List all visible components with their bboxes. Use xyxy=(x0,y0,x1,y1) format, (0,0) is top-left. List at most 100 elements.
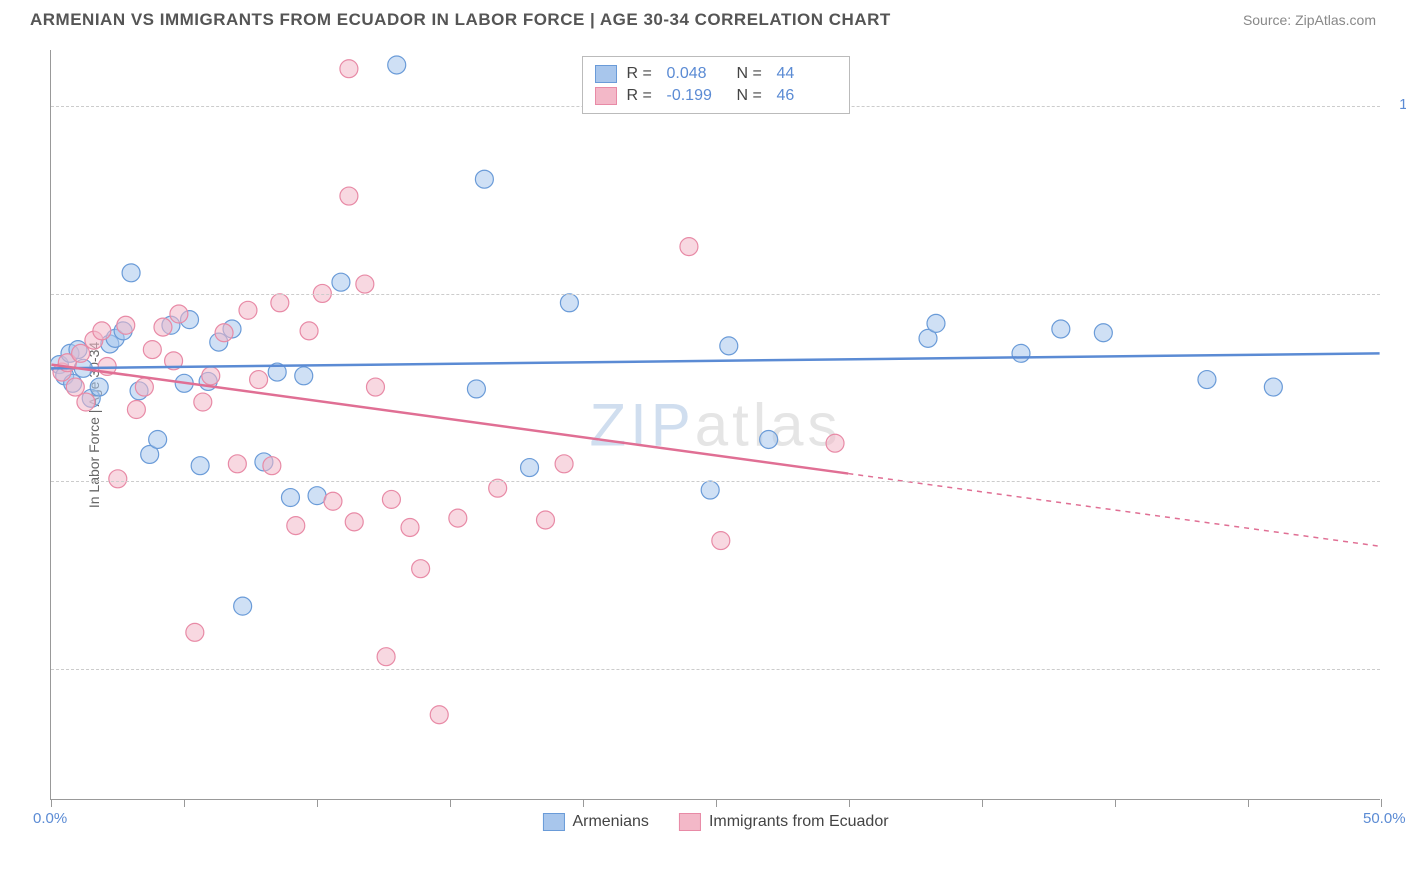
x-tick-mark xyxy=(51,799,52,807)
data-point xyxy=(295,367,313,385)
x-tick-mark xyxy=(982,799,983,807)
data-point xyxy=(149,430,167,448)
legend-swatch-0 xyxy=(595,65,617,83)
data-point xyxy=(250,371,268,389)
data-point xyxy=(287,517,305,535)
legend-n-label: N = xyxy=(737,65,767,83)
data-point xyxy=(475,170,493,188)
trend-line xyxy=(51,365,848,474)
data-point xyxy=(356,275,374,293)
data-point xyxy=(72,344,90,362)
x-tick-mark xyxy=(1115,799,1116,807)
y-tick-label: 100.0% xyxy=(1399,96,1406,113)
data-point xyxy=(263,457,281,475)
data-point xyxy=(109,470,127,488)
data-point xyxy=(77,393,95,411)
x-tick-mark xyxy=(849,799,850,807)
data-point xyxy=(332,273,350,291)
data-point xyxy=(117,316,135,334)
x-tick-mark xyxy=(583,799,584,807)
data-point xyxy=(135,378,153,396)
trend-line-extrapolated xyxy=(848,474,1379,547)
data-point xyxy=(560,294,578,312)
data-point xyxy=(324,492,342,510)
x-tick-mark xyxy=(317,799,318,807)
data-point xyxy=(1094,324,1112,342)
legend-r-label: R = xyxy=(627,65,657,83)
data-point xyxy=(215,324,233,342)
data-point xyxy=(720,337,738,355)
data-point xyxy=(194,393,212,411)
legend-series-name-1: Immigrants from Ecuador xyxy=(709,813,889,830)
data-point xyxy=(340,60,358,78)
data-point xyxy=(412,560,430,578)
data-point xyxy=(202,367,220,385)
data-point xyxy=(345,513,363,531)
data-point xyxy=(191,457,209,475)
legend-swatch-icon xyxy=(679,813,701,831)
data-point xyxy=(760,430,778,448)
gridline-h xyxy=(51,294,1380,295)
data-point xyxy=(366,378,384,396)
legend-row-series-0: R = 0.048 N = 44 xyxy=(595,63,837,85)
chart-plot-area: In Labor Force | Age 30-34 ZIPatlas R = … xyxy=(50,50,1380,800)
legend-r-label: R = xyxy=(627,87,657,105)
legend-item-1: Immigrants from Ecuador xyxy=(679,813,889,831)
data-point xyxy=(1198,371,1216,389)
x-tick-mark xyxy=(1381,799,1382,807)
data-point xyxy=(271,294,289,312)
source-label: Source: ZipAtlas.com xyxy=(1243,12,1376,28)
data-point xyxy=(521,459,539,477)
data-point xyxy=(680,238,698,256)
data-point xyxy=(1012,344,1030,362)
data-point xyxy=(127,401,145,419)
data-point xyxy=(536,511,554,529)
data-point xyxy=(170,305,188,323)
chart-title: ARMENIAN VS IMMIGRANTS FROM ECUADOR IN L… xyxy=(30,10,891,30)
legend-r-value-1: -0.199 xyxy=(667,87,727,105)
legend-swatch-1 xyxy=(595,87,617,105)
scatter-svg xyxy=(51,50,1380,799)
data-point xyxy=(281,489,299,507)
data-point xyxy=(927,314,945,332)
data-point xyxy=(449,509,467,527)
data-point xyxy=(382,490,400,508)
data-point xyxy=(712,532,730,550)
x-tick-mark xyxy=(450,799,451,807)
data-point xyxy=(467,380,485,398)
series-legend: Armenians Immigrants from Ecuador xyxy=(542,813,888,831)
legend-r-value-0: 0.048 xyxy=(667,65,727,83)
data-point xyxy=(90,378,108,396)
data-point xyxy=(66,378,84,396)
data-point xyxy=(154,318,172,336)
data-point xyxy=(122,264,140,282)
x-tick-label: 50.0% xyxy=(1363,810,1406,827)
legend-item-0: Armenians xyxy=(542,813,648,831)
correlation-legend: R = 0.048 N = 44 R = -0.199 N = 46 xyxy=(582,56,850,114)
data-point xyxy=(228,455,246,473)
data-point xyxy=(93,322,111,340)
data-point xyxy=(143,341,161,359)
legend-n-label: N = xyxy=(737,87,767,105)
x-tick-mark xyxy=(1248,799,1249,807)
x-tick-mark xyxy=(184,799,185,807)
gridline-h xyxy=(51,481,1380,482)
data-point xyxy=(377,648,395,666)
data-point xyxy=(239,301,257,319)
data-point xyxy=(701,481,719,499)
data-point xyxy=(234,597,252,615)
data-point xyxy=(388,56,406,74)
data-point xyxy=(430,706,448,724)
data-point xyxy=(401,518,419,536)
x-tick-mark xyxy=(716,799,717,807)
data-point xyxy=(555,455,573,473)
trend-line xyxy=(51,353,1379,368)
x-tick-label: 0.0% xyxy=(33,810,67,827)
data-point xyxy=(340,187,358,205)
legend-swatch-icon xyxy=(542,813,564,831)
data-point xyxy=(186,623,204,641)
data-point xyxy=(826,434,844,452)
gridline-h xyxy=(51,669,1380,670)
legend-n-value-1: 46 xyxy=(777,87,837,105)
data-point xyxy=(1052,320,1070,338)
